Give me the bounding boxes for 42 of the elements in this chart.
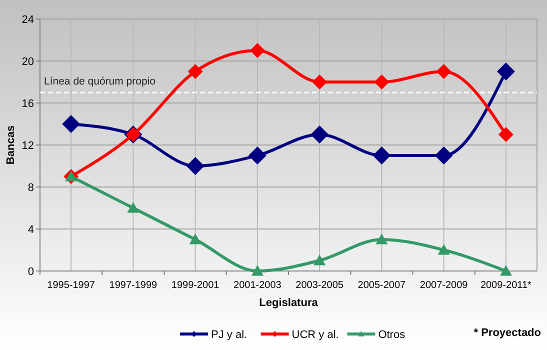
y-tick-label: 12 [22, 140, 34, 152]
point [189, 234, 202, 244]
y-axis-title: Bancas [5, 125, 17, 165]
text: * Proyectado [474, 327, 542, 339]
point [250, 43, 265, 58]
x-tick-label: 1999-2001 [171, 280, 220, 291]
point [374, 74, 390, 90]
point [436, 64, 452, 79]
point [438, 244, 450, 255]
point [434, 146, 453, 164]
point [372, 146, 391, 164]
x-tick-label: 2007-2009 [420, 280, 468, 291]
legend-label: Otros [378, 329, 406, 341]
x-tick-label: 2009-2011* [480, 280, 532, 291]
ref-line-label: Línea de quórum propio [44, 76, 156, 88]
point [312, 74, 328, 90]
point [251, 265, 264, 276]
point [310, 126, 329, 144]
x-tick-label: 1995-1997 [47, 280, 96, 291]
y-tick-label: 24 [22, 14, 34, 26]
point [314, 254, 326, 266]
point [496, 62, 515, 80]
x-tick-label: 1997-1999 [109, 280, 158, 291]
legend-label: PJ y al. [211, 329, 248, 341]
x-axis-title: Legislatura [259, 297, 319, 309]
y-tick-label: 0 [28, 266, 34, 278]
y-tick-label: 20 [22, 56, 34, 68]
x-tick-label: 2005-2007 [358, 280, 406, 291]
point [188, 64, 203, 79]
y-tick-label: 8 [28, 182, 34, 194]
legend-label: UCR y al. [292, 329, 339, 341]
point [498, 127, 514, 142]
y-tick-label: 4 [28, 224, 34, 236]
point [62, 115, 80, 133]
point [186, 157, 204, 175]
x-tick-label: 2003-2005 [296, 280, 344, 291]
point [500, 265, 512, 276]
point [248, 146, 266, 164]
point [127, 202, 140, 213]
x-tick-label: 2001-2003 [234, 280, 282, 291]
y-tick-label: 16 [22, 98, 34, 110]
point [376, 234, 388, 244]
